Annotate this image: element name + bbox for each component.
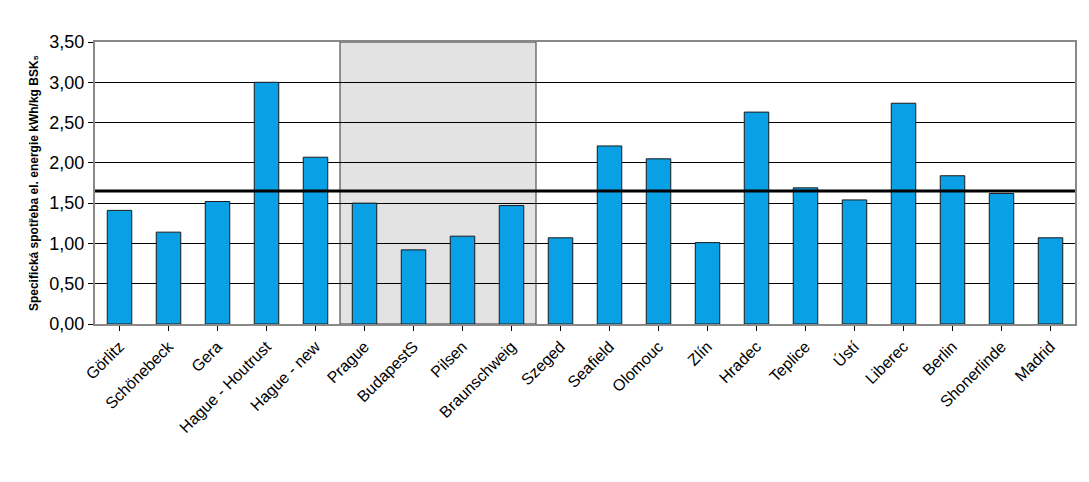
svg-text:Braunschweig: Braunschweig xyxy=(436,338,519,421)
svg-text:Szeged: Szeged xyxy=(518,338,568,388)
svg-text:Berlin: Berlin xyxy=(919,338,960,379)
svg-text:3,00: 3,00 xyxy=(49,73,84,93)
svg-text:1,00: 1,00 xyxy=(49,234,84,254)
svg-text:0,00: 0,00 xyxy=(49,314,84,334)
svg-text:Pilsen: Pilsen xyxy=(427,338,470,381)
svg-text:Liberec: Liberec xyxy=(862,338,911,387)
svg-text:1,50: 1,50 xyxy=(49,193,84,213)
svg-text:Görlitz: Görlitz xyxy=(83,338,128,383)
svg-text:Shonerlinde: Shonerlinde xyxy=(937,338,1009,410)
svg-text:2,00: 2,00 xyxy=(49,153,84,173)
svg-text:Specifická spotřeba el. energi: Specifická spotřeba el. energie kWh/kg B… xyxy=(27,55,41,311)
svg-text:Seafield: Seafield xyxy=(564,338,617,391)
svg-text:2,50: 2,50 xyxy=(49,113,84,133)
svg-text:Ústí: Ústí xyxy=(829,337,862,370)
svg-text:0,50: 0,50 xyxy=(49,274,84,294)
svg-text:Schönebeck: Schönebeck xyxy=(102,337,177,412)
svg-text:Hague - new: Hague - new xyxy=(247,338,323,414)
svg-text:Prague: Prague xyxy=(324,338,373,387)
svg-text:Hradec: Hradec xyxy=(716,338,764,386)
svg-text:Hague - Houtrust: Hague - Houtrust xyxy=(176,338,275,437)
svg-text:Olomouc: Olomouc xyxy=(609,338,666,395)
svg-text:BudapestS: BudapestS xyxy=(354,338,421,405)
svg-text:3,50: 3,50 xyxy=(49,32,84,52)
svg-text:Teplice: Teplice xyxy=(766,338,813,385)
svg-text:Zlín: Zlín xyxy=(684,338,715,369)
svg-text:Gera: Gera xyxy=(188,338,225,375)
svg-text:Madrid: Madrid xyxy=(1012,338,1059,385)
